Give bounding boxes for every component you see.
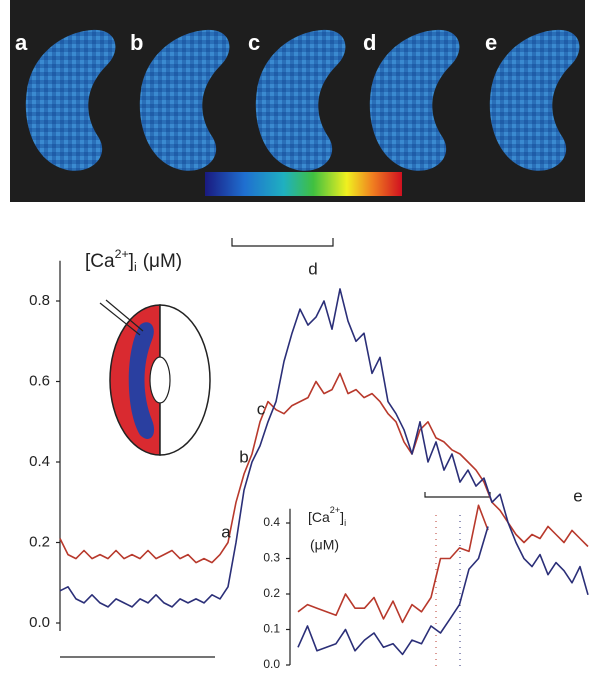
annotation: e bbox=[573, 486, 582, 505]
scale-bar bbox=[424, 492, 491, 498]
y-tick-label: 0.4 bbox=[29, 453, 50, 470]
data-line bbox=[297, 526, 489, 656]
y-tick-label: 0.4 bbox=[263, 515, 280, 529]
panel-label: e bbox=[485, 30, 497, 55]
panel-label: c bbox=[248, 30, 260, 55]
annotation: c bbox=[257, 399, 266, 418]
panel-label: d bbox=[363, 30, 376, 55]
y-tick-label: 0.0 bbox=[263, 657, 280, 671]
label-sub: i bbox=[344, 518, 346, 528]
y-tick-label: 0.8 bbox=[29, 292, 50, 309]
data-line bbox=[59, 288, 589, 608]
y-tick-label: 0.3 bbox=[263, 551, 280, 565]
label-part: [Ca bbox=[85, 251, 115, 272]
y-axis-label-unit: (μM) bbox=[310, 537, 339, 553]
annotation: b bbox=[239, 447, 248, 466]
annotation: d bbox=[308, 259, 317, 278]
label-part: [Ca bbox=[308, 509, 330, 525]
y-axis-label: [Ca2+]i bbox=[308, 505, 346, 528]
label-sup: 2+ bbox=[330, 505, 340, 515]
y-tick-label: 0.2 bbox=[29, 533, 50, 550]
label-part: ] bbox=[340, 509, 344, 525]
schematic bbox=[99, 299, 211, 456]
data-line bbox=[297, 504, 489, 624]
data-line bbox=[59, 372, 589, 564]
y-axis-label: [Ca2+]i (μM) bbox=[85, 247, 182, 274]
scale-bar bbox=[231, 238, 334, 247]
label-unit: (μM) bbox=[143, 251, 182, 272]
label-part: ] bbox=[129, 251, 134, 272]
annotation: a bbox=[221, 522, 231, 541]
label-sub: i bbox=[134, 260, 137, 274]
panel-label: a bbox=[15, 30, 28, 55]
y-tick-label: 0.0 bbox=[29, 614, 50, 631]
panel-labels: a b c d e bbox=[15, 30, 497, 55]
y-tick-label: 0.2 bbox=[263, 586, 280, 600]
y-tick-label: 0.6 bbox=[29, 372, 50, 389]
panel-label: b bbox=[130, 30, 143, 55]
colorbar bbox=[205, 172, 402, 196]
y-tick-label: 0.1 bbox=[263, 622, 280, 636]
label-sup: 2+ bbox=[115, 247, 129, 261]
